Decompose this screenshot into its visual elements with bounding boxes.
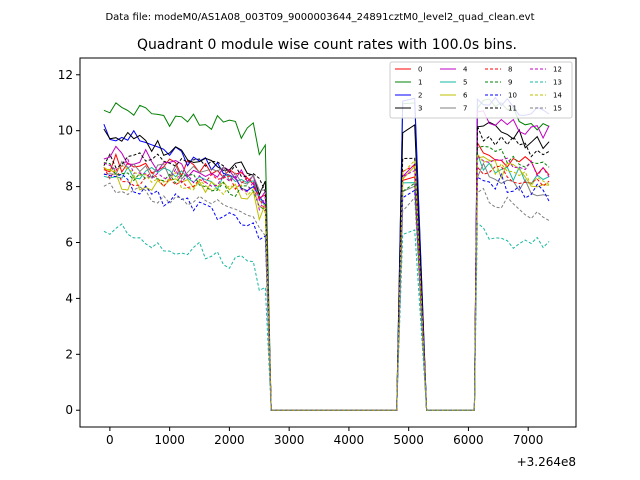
x-tick-label: 4000	[334, 433, 365, 447]
legend-label-4: 4	[463, 66, 468, 74]
series-line-7	[103, 160, 550, 411]
series-line-4	[103, 110, 550, 411]
series-line-3	[103, 121, 550, 411]
x-tick-label: 6000	[453, 433, 484, 447]
y-tick-label: 12	[58, 68, 73, 82]
x-tick-label: 1000	[154, 433, 185, 447]
legend-label-11: 11	[508, 105, 517, 113]
legend-label-10: 10	[508, 92, 517, 100]
series-line-6	[103, 156, 550, 411]
x-tick-label: 2000	[214, 433, 245, 447]
x-tick-label: 3000	[274, 433, 305, 447]
y-tick-label: 4	[65, 291, 73, 305]
legend-label-15: 15	[553, 105, 562, 113]
data-file-suptitle: Data file: modeM0/AS1A08_003T09_90000036…	[105, 12, 534, 23]
y-tick-label: 2	[65, 347, 73, 361]
series-line-11	[103, 125, 550, 411]
y-tick-label: 6	[65, 236, 73, 250]
y-axis: 0 2 4 6 8 10 12	[58, 68, 80, 417]
legend-label-7: 7	[463, 105, 467, 113]
x-tick-label: 0	[106, 433, 114, 447]
x-tick-label: 5000	[393, 433, 424, 447]
legend-label-1: 1	[418, 79, 422, 87]
legend-label-9: 9	[508, 79, 512, 87]
legend-label-5: 5	[463, 79, 467, 87]
chart-title: Quadrant 0 module wise count rates with …	[137, 37, 517, 53]
legend-label-12: 12	[553, 66, 562, 74]
series-layer	[103, 96, 550, 411]
legend-label-2: 2	[418, 92, 422, 100]
legend-label-3: 3	[418, 105, 422, 113]
y-tick-label: 8	[65, 180, 73, 194]
legend-label-0: 0	[418, 66, 422, 74]
legend-label-13: 13	[553, 79, 562, 87]
legend-label-14: 14	[553, 92, 562, 100]
series-line-5	[103, 153, 550, 411]
x-offset-label: +3.264e8	[517, 455, 576, 469]
series-line-15	[103, 182, 550, 411]
series-line-12	[103, 154, 550, 411]
plot-area	[79, 57, 577, 428]
legend-frame	[389, 61, 573, 119]
legend-label-8: 8	[508, 66, 512, 74]
series-line-14	[103, 152, 550, 411]
y-tick-label: 0	[65, 403, 73, 417]
legend-label-6: 6	[463, 92, 468, 100]
x-axis: 0 1000 2000 3000 4000 5000 6000 7000	[106, 427, 543, 447]
series-line-0	[103, 140, 550, 411]
x-tick-label: 7000	[513, 433, 544, 447]
y-tick-label: 10	[58, 124, 73, 138]
series-line-13	[103, 222, 550, 411]
